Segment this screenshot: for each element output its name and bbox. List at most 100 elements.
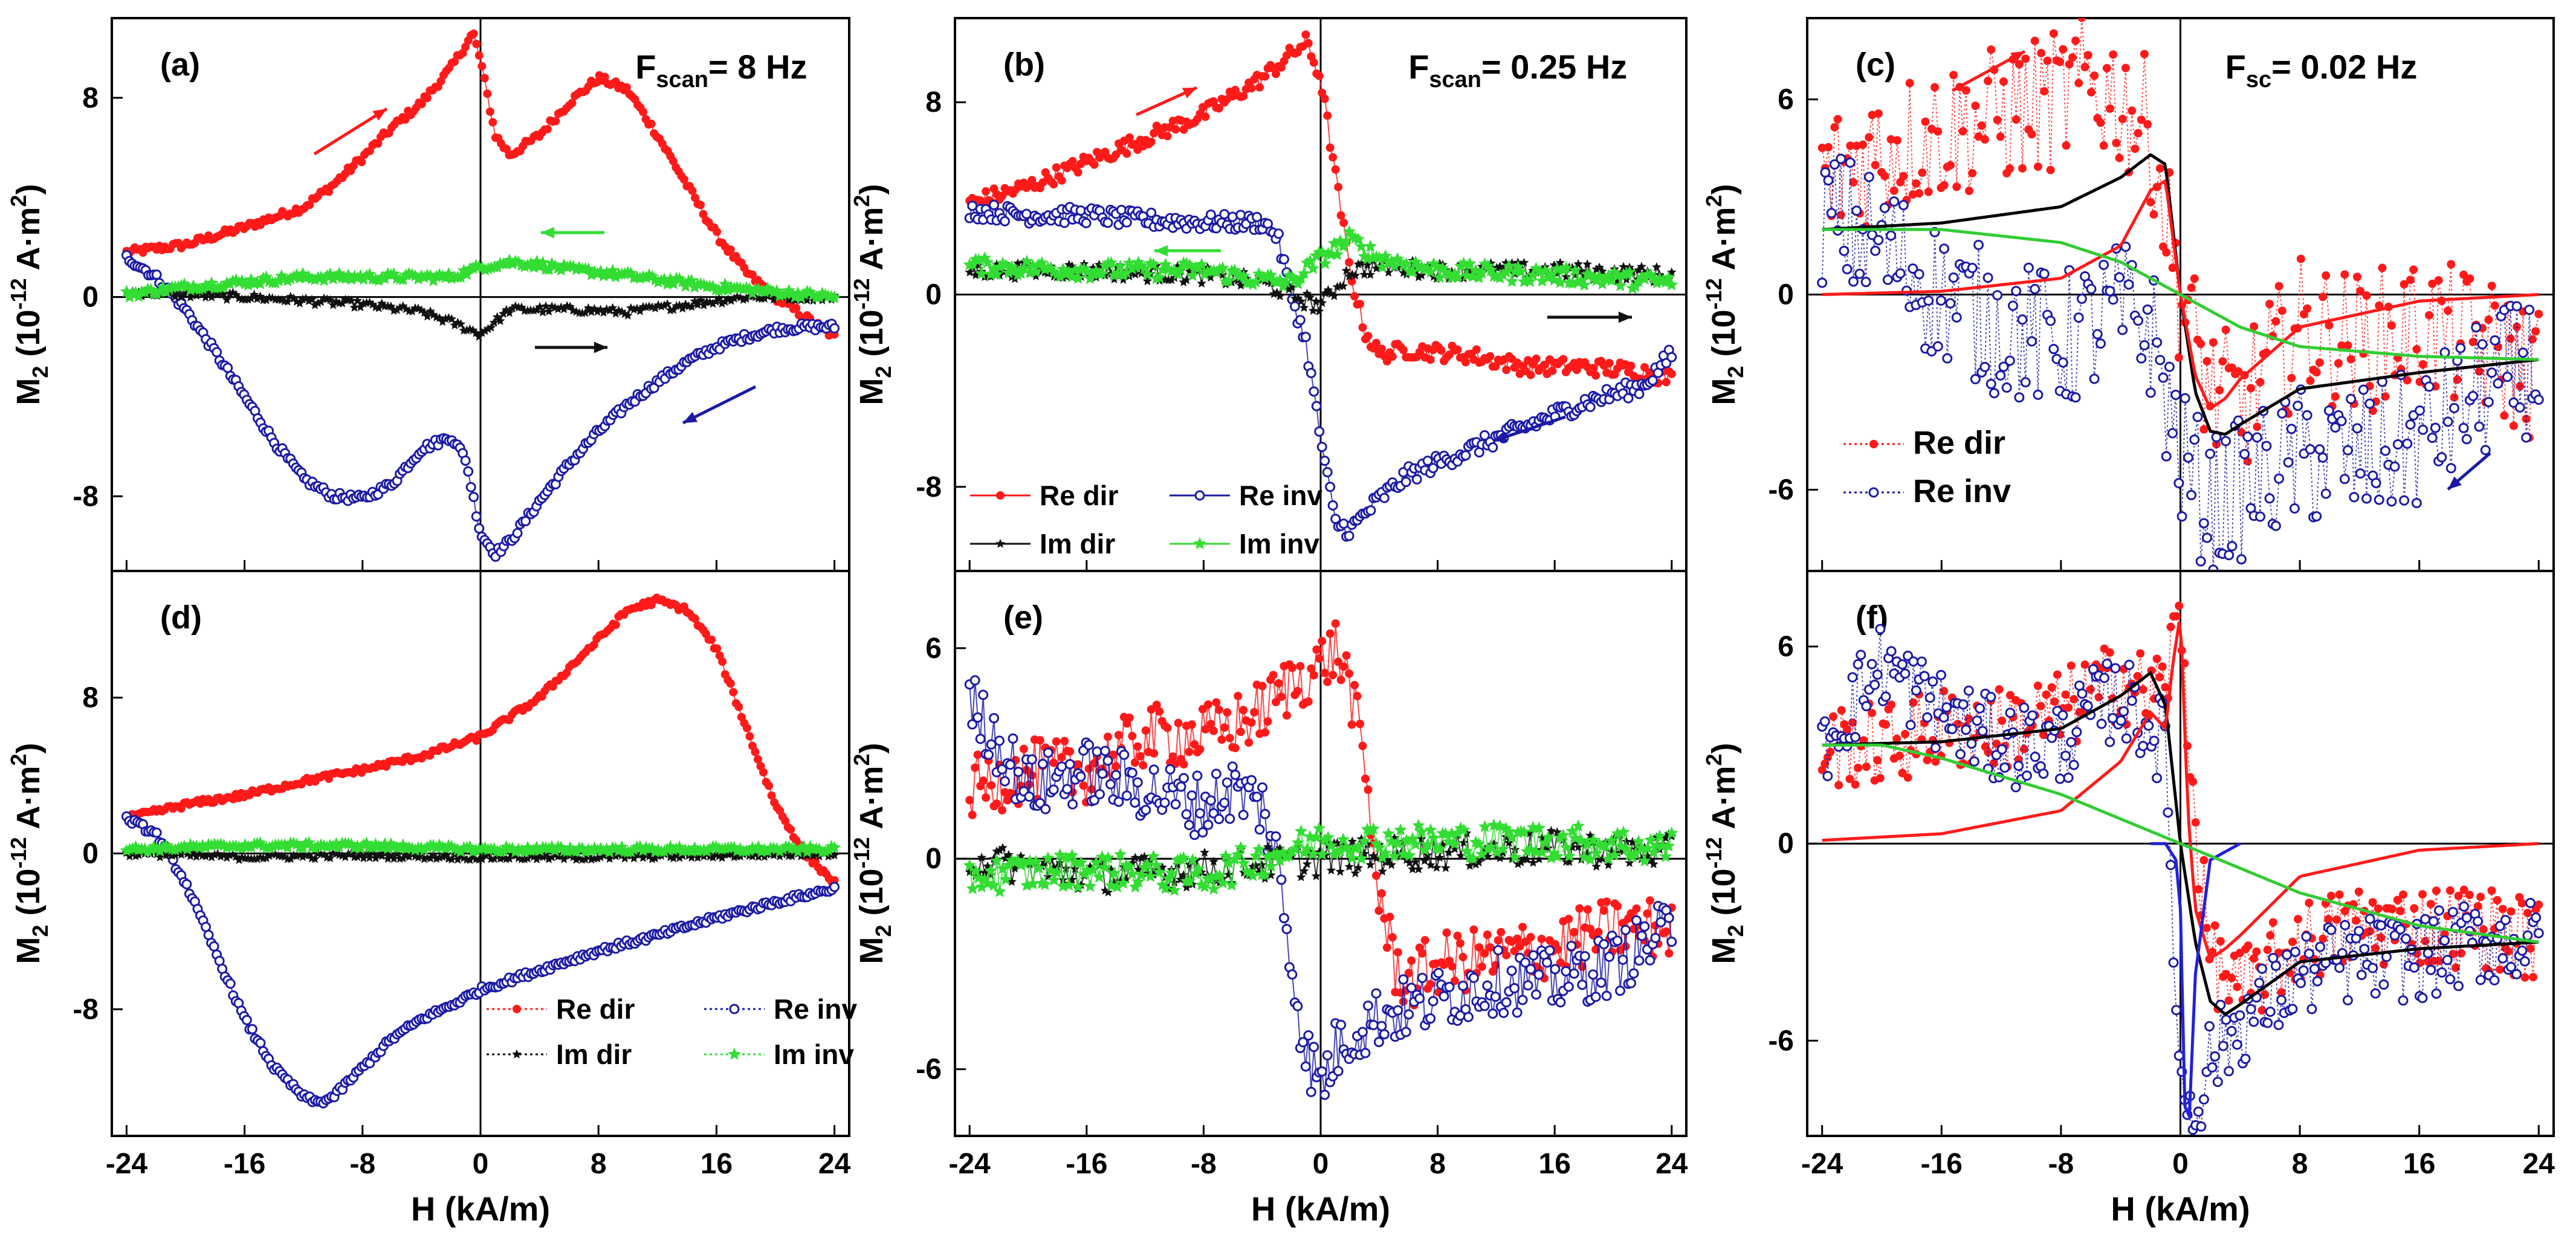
data-point <box>1057 176 1066 185</box>
data-point <box>2480 445 2491 456</box>
legend-item-re-dir: Re dir <box>970 480 1118 511</box>
data-point <box>1312 821 1326 834</box>
data-point <box>2447 260 2456 269</box>
data-point <box>1048 784 1059 795</box>
data-point <box>2352 916 2361 925</box>
data-point <box>1043 747 1053 758</box>
data-point <box>638 853 648 862</box>
data-point <box>1842 263 1853 274</box>
data-point <box>1125 133 1134 142</box>
y-tick-label: 8 <box>925 86 942 118</box>
data-point <box>1496 842 1510 855</box>
data-point <box>1249 849 1263 862</box>
data-point <box>543 124 552 134</box>
data-point <box>1428 463 1438 474</box>
data-point <box>2371 944 2380 953</box>
data-point <box>2077 18 2086 22</box>
data-point <box>1155 707 1164 716</box>
data-point <box>1501 997 1512 1008</box>
data-point <box>2479 925 2488 934</box>
data-point <box>745 732 754 741</box>
y-label-part: ) <box>1706 743 1742 753</box>
data-point <box>1903 773 1912 782</box>
data-point <box>1141 726 1150 735</box>
data-point <box>1520 957 1531 968</box>
y-label-part: A·m <box>10 766 47 837</box>
data-point <box>2199 856 2209 865</box>
data-point <box>1407 956 1416 965</box>
data-point <box>1029 265 1043 278</box>
data-point <box>401 115 410 124</box>
data-point <box>1358 1027 1368 1037</box>
data-point <box>1839 245 1849 256</box>
data-point <box>1508 850 1522 863</box>
data-point <box>2349 492 2360 503</box>
data-point <box>1993 115 2002 124</box>
y-label-part: M <box>853 937 890 964</box>
data-point <box>1189 830 1200 840</box>
data-point <box>2393 895 2402 904</box>
data-point <box>829 882 840 892</box>
data-point <box>1556 828 1570 841</box>
data-point <box>969 675 980 686</box>
data-point <box>2415 405 2426 416</box>
y-label-part: 2 <box>1701 195 1726 207</box>
data-point <box>1239 706 1248 715</box>
data-point <box>998 805 1007 814</box>
data-point <box>1612 935 1623 946</box>
x-tick-label: 16 <box>701 1148 733 1180</box>
data-point <box>2109 50 2118 59</box>
data-point <box>1364 785 1373 795</box>
data-point <box>1406 832 1419 845</box>
data-point <box>2444 306 2453 315</box>
data-point <box>1300 1061 1311 1072</box>
data-point <box>1834 781 1843 790</box>
data-point <box>1887 700 1896 709</box>
legend-item-im-inv: Im inv <box>1170 528 1319 559</box>
data-point <box>1862 762 1871 771</box>
data-point <box>1112 150 1121 159</box>
data-point <box>1071 271 1085 284</box>
data-point <box>1875 773 1885 782</box>
data-point <box>2208 564 2219 571</box>
data-point <box>1212 698 1221 707</box>
y-tick-label: 8 <box>82 82 99 114</box>
data-point <box>1344 862 1354 871</box>
data-point <box>1185 747 1194 756</box>
data-point <box>1472 837 1486 850</box>
data-point <box>1376 1021 1387 1031</box>
data-point <box>1183 819 1194 830</box>
data-point <box>2173 478 2184 489</box>
data-point <box>1322 467 1333 478</box>
data-point <box>1914 269 1924 280</box>
data-point <box>965 796 974 805</box>
data-point <box>1252 792 1263 802</box>
data-point <box>1640 363 1649 372</box>
legend-label: Re dir <box>1913 425 2005 461</box>
legend-marker <box>728 1047 741 1060</box>
data-point <box>1293 686 1302 695</box>
data-point <box>2216 937 2225 946</box>
data-point <box>2175 601 2184 610</box>
data-point <box>2251 432 2262 443</box>
data-point <box>1582 259 1593 269</box>
data-point <box>1148 764 1159 775</box>
data-point <box>1052 737 1061 746</box>
data-point <box>2099 259 2109 270</box>
data-point <box>1142 276 1153 286</box>
data-point <box>1278 913 1289 924</box>
data-point <box>1667 369 1676 378</box>
data-point <box>1295 315 1306 326</box>
y-axis-label: M2 (10-12 A·m2) <box>1701 184 1750 405</box>
data-point <box>1553 945 1562 954</box>
data-point <box>1214 813 1225 824</box>
data-point <box>1617 825 1630 838</box>
data-point <box>1255 83 1264 92</box>
data-point <box>2410 904 2419 913</box>
data-point <box>1317 298 1327 308</box>
data-point <box>1247 84 1256 93</box>
data-point <box>2227 973 2236 982</box>
y-label-part: ) <box>1706 184 1742 195</box>
data-point <box>2439 347 2450 358</box>
